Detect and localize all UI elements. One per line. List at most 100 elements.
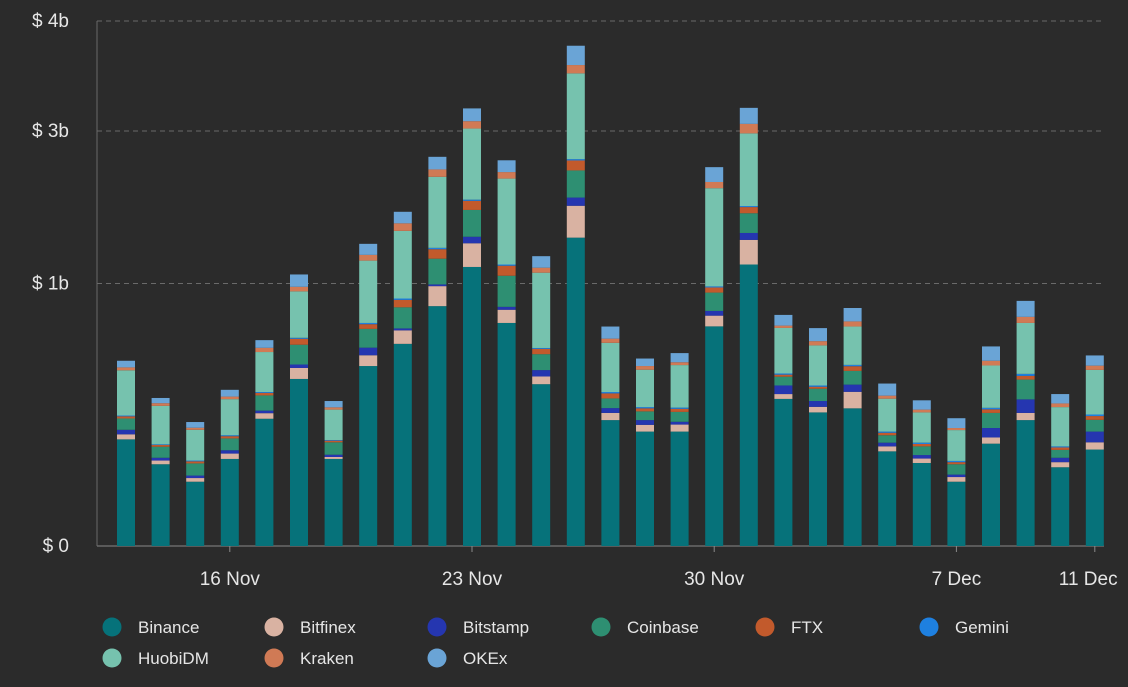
bar-segment-coinbase bbox=[497, 275, 516, 307]
legend-swatch bbox=[591, 617, 611, 637]
bar-segment-okex bbox=[497, 160, 516, 173]
bar-segment-bitfinex bbox=[878, 446, 897, 452]
bar-segment-okex bbox=[1085, 355, 1104, 366]
bar-segment-ftx bbox=[774, 374, 793, 377]
bars bbox=[117, 45, 1104, 546]
bar-segment-okex bbox=[705, 167, 724, 182]
bar-segment-bitfinex bbox=[151, 460, 170, 465]
legend-item-binance[interactable]: Binance bbox=[102, 617, 200, 638]
bar-segment-binance bbox=[843, 408, 862, 546]
y-tick-label: $ 0 bbox=[43, 536, 69, 557]
legend-swatch bbox=[264, 648, 284, 668]
bar-segment-okex bbox=[186, 422, 205, 428]
bar-segment-coinbase bbox=[428, 258, 447, 285]
x-tick-label: 7 Dec bbox=[932, 569, 982, 590]
bar-segment-coinbase bbox=[982, 412, 1000, 429]
bar-segment-bitfinex bbox=[774, 394, 793, 399]
bar-segment-huobidm bbox=[670, 365, 689, 408]
bar-segment-binance bbox=[982, 443, 1000, 546]
bar-segment-bitfinex bbox=[532, 376, 551, 385]
bar-segment-coinbase bbox=[532, 354, 551, 371]
bar-segment-bitstamp bbox=[359, 347, 378, 356]
bar-segment-bitfinex bbox=[255, 413, 274, 419]
bar-segment-binance bbox=[947, 481, 966, 546]
legend-item-bitfinex[interactable]: Bitfinex bbox=[264, 617, 357, 638]
bar-segment-huobidm bbox=[1051, 407, 1070, 447]
legend-label: Gemini bbox=[955, 618, 1009, 637]
y-axis: $ 0 $ 1b $ 3b $ 4b bbox=[32, 11, 98, 557]
y-tick-label: $ 4b bbox=[32, 11, 69, 32]
bar-segment-coinbase bbox=[566, 170, 585, 198]
bar-segment-bitfinex bbox=[393, 330, 412, 344]
bar-segment-gemini bbox=[566, 159, 585, 161]
bar-segment-kraken bbox=[947, 428, 966, 431]
bar-stack bbox=[186, 422, 205, 546]
bar-segment-bitstamp bbox=[566, 197, 585, 206]
legend-item-bitstamp[interactable]: Bitstamp bbox=[427, 617, 530, 638]
bar-segment-huobidm bbox=[359, 260, 378, 323]
bar-segment-okex bbox=[809, 328, 827, 342]
x-tick-label: 11 Dec bbox=[1059, 569, 1118, 590]
bar-segment-okex bbox=[1051, 394, 1070, 404]
bar-stack bbox=[151, 397, 170, 546]
bar-segment-okex bbox=[947, 418, 966, 429]
bar-segment-coinbase bbox=[670, 411, 689, 422]
bar-segment-huobidm bbox=[393, 230, 412, 299]
bar-segment-huobidm bbox=[428, 176, 447, 248]
bar-segment-bitstamp bbox=[636, 420, 654, 425]
bar-segment-huobidm bbox=[566, 73, 585, 160]
bar-segment-ftx bbox=[601, 393, 620, 399]
bar-segment-gemini bbox=[532, 347, 551, 349]
legend-item-huobidm[interactable]: HuobiDM bbox=[102, 648, 209, 669]
bar-stack bbox=[359, 243, 378, 546]
bar-segment-okex bbox=[463, 108, 481, 122]
bar-segment-kraken bbox=[532, 267, 551, 273]
bar-segment-binance bbox=[1051, 467, 1070, 546]
bar-segment-bitstamp bbox=[1016, 399, 1035, 413]
bar-segment-ftx bbox=[566, 160, 585, 171]
bar-segment-bitfinex bbox=[324, 456, 343, 459]
bar-stack bbox=[982, 346, 1000, 546]
bar-segment-coinbase bbox=[1051, 449, 1070, 458]
bar-segment-binance bbox=[255, 418, 274, 546]
bar-segment-kraken bbox=[843, 321, 862, 327]
bar-segment-okex bbox=[428, 156, 447, 170]
bar-segment-gemini bbox=[463, 199, 481, 201]
bar-segment-gemini bbox=[324, 440, 343, 441]
legend-label: HuobiDM bbox=[138, 649, 209, 668]
bar-segment-kraken bbox=[774, 325, 793, 328]
legend-label: Bitstamp bbox=[463, 618, 529, 637]
bar-segment-bitfinex bbox=[947, 477, 966, 482]
bar-stack bbox=[601, 326, 620, 546]
legend-item-ftx[interactable]: FTX bbox=[755, 617, 824, 638]
bar-segment-huobidm bbox=[151, 405, 170, 445]
bar-segment-bitfinex bbox=[912, 458, 931, 463]
bar-segment-huobidm bbox=[117, 370, 135, 416]
bar-segment-bitfinex bbox=[117, 434, 135, 440]
bar-segment-okex bbox=[739, 107, 758, 124]
bar-segment-huobidm bbox=[497, 178, 516, 265]
legend-item-kraken[interactable]: Kraken bbox=[264, 648, 354, 669]
bar-segment-huobidm bbox=[912, 412, 931, 443]
bar-segment-ftx bbox=[428, 249, 447, 259]
bar-segment-gemini bbox=[636, 407, 654, 409]
bar-segment-coinbase bbox=[843, 370, 862, 385]
bar-segment-bitfinex bbox=[843, 391, 862, 409]
bar-segment-okex bbox=[359, 243, 378, 255]
legend-item-okex[interactable]: OKEx bbox=[427, 648, 508, 669]
bar-segment-huobidm bbox=[1016, 322, 1035, 374]
bar-segment-bitfinex bbox=[670, 424, 689, 432]
bar-segment-coinbase bbox=[947, 464, 966, 475]
bar-segment-ftx bbox=[843, 366, 862, 371]
bar-segment-ftx bbox=[324, 440, 343, 443]
legend-item-gemini[interactable]: Gemini bbox=[919, 617, 1009, 638]
legend-swatch bbox=[919, 617, 939, 637]
bar-segment-gemini bbox=[774, 373, 793, 375]
bar-segment-ftx bbox=[705, 287, 724, 293]
bar-segment-coinbase bbox=[393, 307, 412, 329]
legend-swatch bbox=[427, 617, 447, 637]
bar-segment-gemini bbox=[151, 444, 170, 446]
bar-segment-gemini bbox=[255, 392, 274, 393]
legend-item-coinbase[interactable]: Coinbase bbox=[591, 617, 699, 638]
bar-segment-coinbase bbox=[290, 344, 308, 365]
